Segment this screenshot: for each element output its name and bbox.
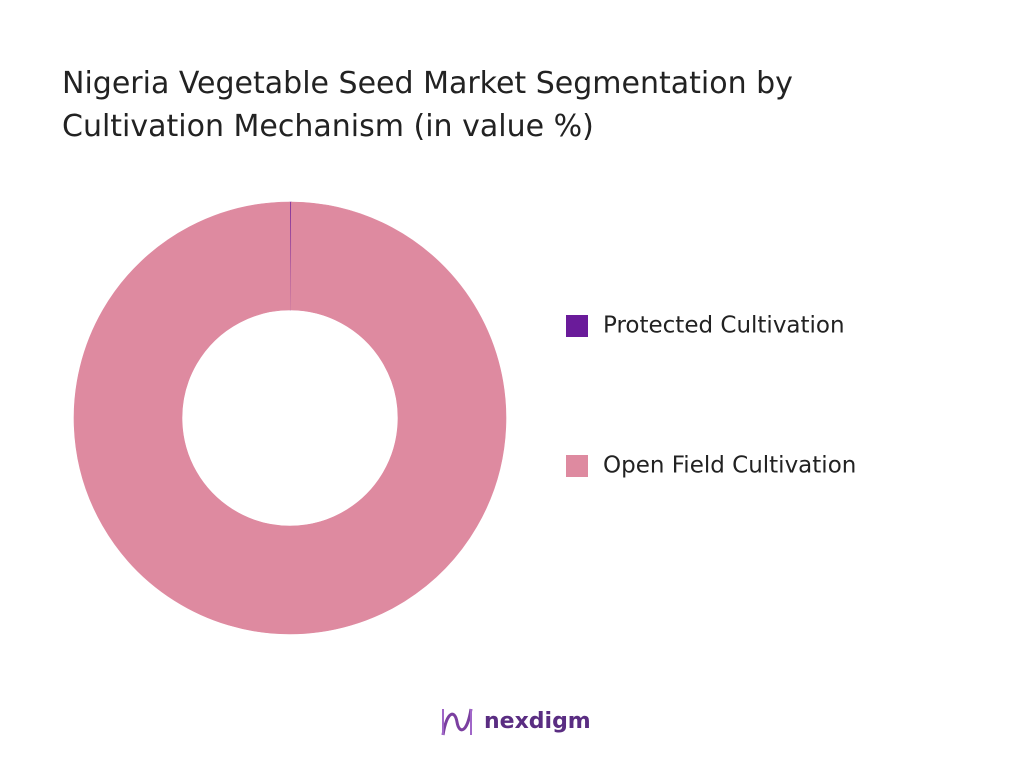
legend-label: Protected Cultivation [603,313,845,339]
legend-label: Open Field Cultivation [603,453,856,479]
brand: nexdigm [484,709,591,734]
logo-icon [441,708,473,736]
donut-slice [73,201,507,635]
legend-swatch [566,455,588,477]
chart-title: Nigeria Vegetable Seed Market Segmentati… [62,66,793,144]
legend-swatch [566,315,588,337]
